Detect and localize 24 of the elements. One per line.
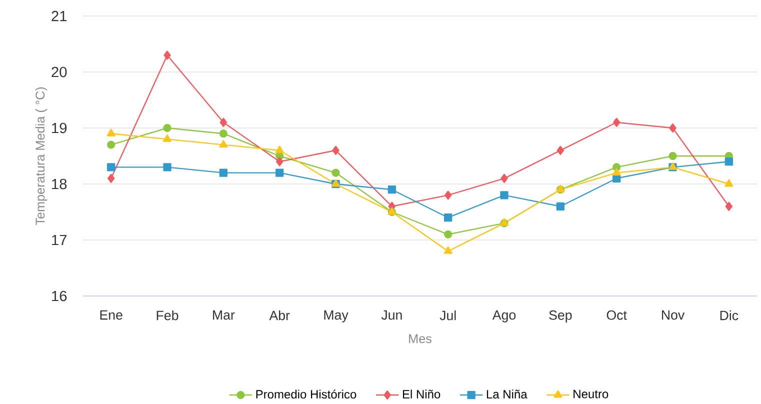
x-tick-label: Dic xyxy=(720,310,738,320)
y-tick-label: 18 xyxy=(52,178,67,190)
x-tick-label: Jul xyxy=(440,310,456,320)
x-tick-label: Jun xyxy=(381,310,402,320)
y-axis-title: Temperatura Media ( °C) xyxy=(35,87,48,226)
x-axis-title: Mes xyxy=(409,334,432,344)
x-tick-label: Nov xyxy=(662,310,685,320)
x-tick-label: Ago xyxy=(492,310,516,322)
x-tick-label: Oct xyxy=(606,310,627,320)
y-tick-label: 19 xyxy=(52,122,67,134)
y-tick-label: 21 xyxy=(52,10,67,22)
x-tick-label: May xyxy=(324,310,348,322)
legend-label: Neutro xyxy=(574,390,608,398)
x-tick-label: Sep xyxy=(549,310,572,322)
legend-label: La Niña xyxy=(486,390,528,398)
legend-label: Promedio Histórico xyxy=(256,390,356,399)
legend-label: El Niño xyxy=(402,390,440,398)
y-tick-label: 17 xyxy=(52,234,67,246)
y-tick-label: 16 xyxy=(52,290,67,302)
y-tick-label: 20 xyxy=(52,66,67,78)
x-tick-label: Ene xyxy=(100,310,122,320)
x-tick-label: Mar xyxy=(213,310,235,320)
x-tick-label: Abr xyxy=(269,310,290,320)
x-tick-label: Feb xyxy=(156,310,178,320)
